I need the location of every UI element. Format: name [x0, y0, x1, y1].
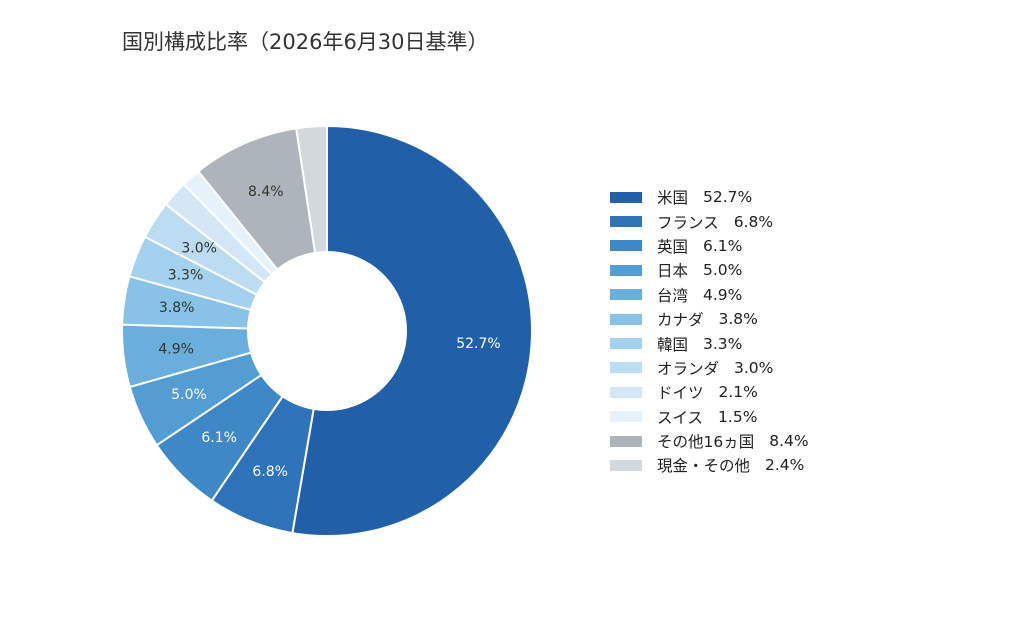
legend-item: 韓国 3.3% — [610, 331, 809, 355]
legend-name: 現金・その他 — [657, 457, 751, 476]
legend-name: 米国 — [657, 189, 689, 208]
legend: 米国 52.7% フランス 6.8% 英国 6.1% 日本 5.0% 台湾 4.9% カナダ 3.8%… — [610, 185, 809, 478]
legend-name: フランス — [657, 213, 719, 232]
legend-swatch — [610, 411, 642, 423]
legend-swatch — [610, 386, 642, 398]
legend-item: カナダ 3.8% — [610, 307, 809, 331]
legend-item: スイス 1.5% — [610, 405, 809, 429]
legend-name: 日本 — [657, 262, 689, 281]
legend-swatch — [610, 240, 642, 252]
slice-label-7: 3.0% — [181, 241, 217, 257]
legend-name: ドイツ — [657, 384, 704, 403]
legend-item: 英国 6.1% — [610, 234, 809, 258]
legend-swatch — [610, 338, 642, 350]
legend-item: フランス 6.8% — [610, 209, 809, 233]
legend-item: オランダ 3.0% — [610, 356, 809, 380]
legend-item: その他16ヵ国 8.4% — [610, 429, 809, 453]
legend-swatch — [610, 459, 642, 471]
legend-percent: 3.0% — [734, 358, 774, 377]
slice-label-1: 6.8% — [252, 464, 288, 480]
legend-name: 台湾 — [657, 286, 689, 305]
legend-percent: 6.8% — [733, 212, 774, 231]
slice-label-2: 6.1% — [201, 430, 237, 446]
slice-label-3: 5.0% — [171, 387, 207, 403]
donut-slices — [121, 124, 533, 537]
legend-item: 日本 5.0% — [610, 258, 809, 282]
slice-label-5: 3.8% — [159, 300, 195, 316]
legend-item: 台湾 4.9% — [610, 283, 809, 307]
donut-slice-11 — [295, 124, 328, 255]
slice-label-6: 3.3% — [168, 267, 204, 283]
legend-item: ドイツ 2.1% — [610, 380, 809, 404]
slice-label-4: 4.9% — [158, 342, 194, 358]
legend-name: その他16ヵ国 — [657, 433, 755, 452]
legend-swatch — [610, 435, 642, 447]
donut-slice-labels: 52.7% 6.8% 6.1% 5.0% 4.9% 3.8% 3.3% 3.0% 8.4% — [158, 184, 500, 480]
legend-percent: 2.1% — [718, 383, 758, 402]
legend-item: 米国 52.7% — [610, 185, 809, 209]
slice-label-0: 52.7% — [456, 336, 500, 352]
legend-name: スイス — [657, 408, 704, 427]
legend-swatch — [610, 191, 642, 203]
legend-swatch — [610, 313, 642, 325]
legend-percent: 4.9% — [703, 285, 743, 304]
legend-swatch — [610, 362, 642, 374]
legend-name: 英国 — [657, 237, 689, 256]
legend-percent: 5.0% — [703, 261, 743, 280]
slice-label-10: 8.4% — [248, 184, 284, 200]
legend-percent: 1.5% — [718, 407, 758, 426]
legend-swatch — [610, 289, 642, 301]
legend-percent: 3.3% — [703, 334, 743, 353]
legend-percent: 8.4% — [769, 432, 809, 451]
legend-name: カナダ — [657, 311, 704, 330]
legend-percent: 6.1% — [703, 236, 743, 255]
legend-percent: 3.8% — [718, 310, 758, 329]
legend-name: 韓国 — [657, 335, 689, 354]
donut-slice-0 — [291, 124, 533, 537]
legend-percent: 52.7% — [703, 188, 753, 207]
chart-title: 国別構成比率（2026年6月30日基準） — [122, 30, 489, 54]
legend-item: 現金・その他 2.4% — [610, 453, 809, 477]
legend-name: オランダ — [657, 359, 720, 378]
legend-percent: 2.4% — [765, 456, 805, 475]
legend-swatch — [610, 216, 642, 228]
legend-swatch — [610, 264, 642, 276]
